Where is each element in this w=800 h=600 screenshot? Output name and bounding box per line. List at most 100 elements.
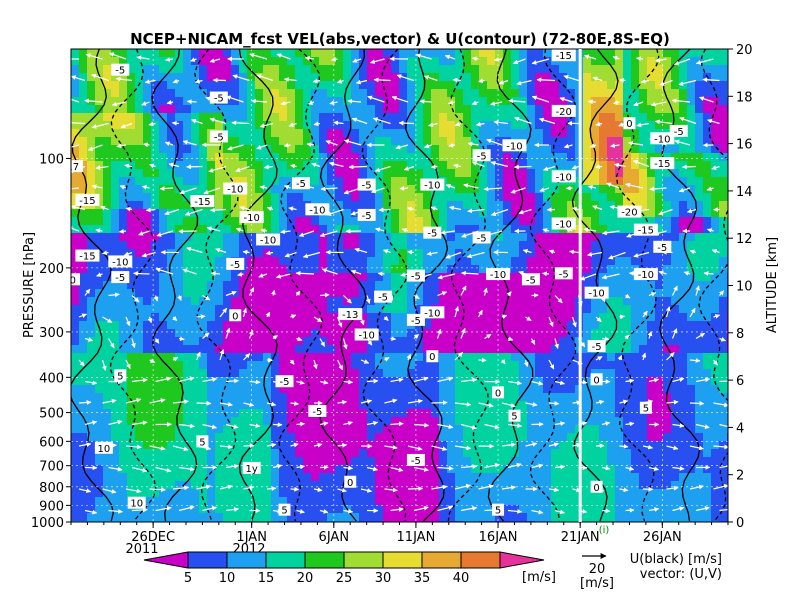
field-cell xyxy=(503,425,512,434)
field-cell xyxy=(527,57,536,66)
field-cell xyxy=(367,73,376,82)
field-cell xyxy=(319,225,328,234)
field-cell xyxy=(335,169,344,178)
field-cell xyxy=(279,337,288,346)
field-cell xyxy=(623,393,632,402)
field-cell xyxy=(399,401,408,410)
field-cell xyxy=(247,89,256,98)
field-cell xyxy=(263,473,272,482)
field-cell xyxy=(271,513,280,522)
field-cell xyxy=(503,241,512,250)
field-cell xyxy=(231,121,240,130)
field-cell xyxy=(695,97,704,106)
field-cell xyxy=(79,265,88,274)
field-cell xyxy=(223,409,232,418)
field-cell xyxy=(335,465,344,474)
field-cell xyxy=(631,337,640,346)
field-cell xyxy=(455,209,464,218)
field-cell xyxy=(295,377,304,386)
field-cell xyxy=(671,457,680,466)
field-cell xyxy=(511,433,520,442)
field-cell xyxy=(159,161,168,170)
field-cell xyxy=(447,249,456,258)
field-cell xyxy=(431,441,440,450)
field-cell xyxy=(423,257,432,266)
field-cell xyxy=(295,345,304,354)
field-cell xyxy=(239,441,248,450)
field-cell xyxy=(623,433,632,442)
field-cell xyxy=(295,193,304,202)
field-cell xyxy=(719,169,728,178)
field-cell xyxy=(71,121,80,130)
field-cell xyxy=(239,281,248,290)
field-cell xyxy=(391,337,400,346)
field-cell xyxy=(143,257,152,266)
field-cell xyxy=(431,497,440,506)
field-cell xyxy=(359,433,368,442)
field-cell xyxy=(71,433,80,442)
field-cell xyxy=(647,433,656,442)
field-cell xyxy=(463,233,472,242)
field-cell xyxy=(279,153,288,162)
field-cell xyxy=(367,297,376,306)
field-cell xyxy=(95,81,104,90)
field-cell xyxy=(559,513,568,522)
field-cell xyxy=(703,489,712,498)
field-cell xyxy=(639,489,648,498)
field-cell xyxy=(175,97,184,106)
field-cell xyxy=(167,113,176,122)
field-cell xyxy=(247,369,256,378)
field-cell xyxy=(359,225,368,234)
field-cell xyxy=(495,353,504,362)
field-cell xyxy=(679,193,688,202)
field-cell xyxy=(559,489,568,498)
field-cell xyxy=(143,489,152,498)
field-cell xyxy=(103,481,112,490)
field-cell xyxy=(703,233,712,242)
field-cell xyxy=(111,409,120,418)
field-cell xyxy=(79,89,88,98)
field-cell xyxy=(183,281,192,290)
field-cell xyxy=(87,505,96,514)
field-cell xyxy=(607,329,616,338)
field-cell xyxy=(87,49,96,58)
field-cell xyxy=(71,473,80,482)
field-cell xyxy=(111,233,120,242)
field-cell xyxy=(407,65,416,74)
field-cell xyxy=(127,201,136,210)
field-cell xyxy=(687,121,696,130)
field-cell xyxy=(615,225,624,234)
field-cell xyxy=(655,337,664,346)
field-cell xyxy=(127,377,136,386)
field-cell xyxy=(591,65,600,74)
field-cell xyxy=(135,249,144,258)
field-cell xyxy=(583,65,592,74)
field-cell xyxy=(255,377,264,386)
field-cell xyxy=(711,353,720,362)
field-cell xyxy=(319,273,328,282)
field-cell xyxy=(471,241,480,250)
field-cell xyxy=(551,353,560,362)
field-cell xyxy=(415,89,424,98)
field-cell xyxy=(399,361,408,370)
field-cell xyxy=(679,497,688,506)
field-cell xyxy=(583,369,592,378)
field-cell xyxy=(119,393,128,402)
field-cell xyxy=(191,65,200,74)
field-cell xyxy=(535,105,544,114)
field-cell xyxy=(479,169,488,178)
field-cell xyxy=(87,233,96,242)
field-cell xyxy=(423,345,432,354)
field-cell xyxy=(151,369,160,378)
field-cell xyxy=(335,457,344,466)
field-cell xyxy=(623,273,632,282)
field-cell xyxy=(447,201,456,210)
field-cell xyxy=(439,441,448,450)
field-cell xyxy=(383,425,392,434)
field-cell xyxy=(295,161,304,170)
field-cell xyxy=(607,441,616,450)
field-cell xyxy=(215,489,224,498)
field-cell xyxy=(199,121,208,130)
field-cell xyxy=(375,369,384,378)
field-cell xyxy=(567,353,576,362)
